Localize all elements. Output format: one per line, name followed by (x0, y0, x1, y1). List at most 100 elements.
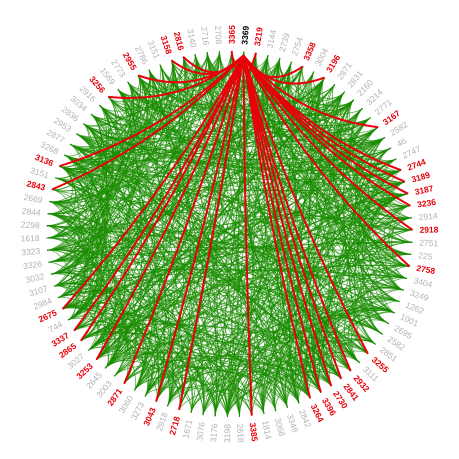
background-edge-821 (67, 318, 288, 408)
highlight-edge-30 (230, 50, 245, 71)
node-label: 1618 (20, 233, 39, 243)
node-label: 3151 (29, 165, 50, 180)
node-label: 3385 (248, 422, 260, 442)
background-edge-498 (123, 366, 288, 408)
background-edge-593 (47, 213, 96, 263)
background-edge-694 (53, 265, 410, 287)
node-label: 2758 (416, 263, 437, 276)
background-edge-412 (134, 364, 342, 391)
node-label: 3189 (410, 170, 431, 185)
node-label: 3032 (25, 271, 46, 285)
highlight-edge-18 (155, 55, 245, 402)
highlight-edge-14 (242, 55, 322, 393)
background-edge-684 (99, 104, 379, 146)
background-edge-811 (315, 77, 395, 314)
node-label: 3140 (185, 28, 198, 49)
node-label: 46 (395, 136, 408, 149)
background-edge-500 (194, 54, 217, 417)
background-edge-765 (49, 201, 137, 391)
node-label: 3365 (227, 25, 237, 44)
background-edge-546 (64, 75, 140, 157)
background-edge-803 (321, 265, 410, 387)
background-edge-767 (64, 147, 392, 169)
node-label: 1814 (260, 420, 273, 441)
node-label: 3076 (194, 421, 207, 441)
background-edge-361 (144, 386, 265, 414)
background-edge-722 (47, 213, 111, 342)
highlight-edge-15 (242, 55, 312, 399)
background-edge-24 (69, 99, 355, 147)
node-label: 3144 (265, 28, 279, 49)
background-edge-766 (47, 113, 102, 215)
highlight-edge-22 (73, 55, 245, 332)
background-edge-521 (57, 292, 360, 364)
node-label: 3348 (285, 413, 301, 434)
background-edge-774 (353, 296, 400, 345)
background-edges (46, 50, 413, 418)
highlight-edge-29 (182, 54, 245, 74)
background-edge-660 (62, 304, 110, 360)
node-label: 3176 (208, 423, 219, 443)
highlight-edge-12 (242, 55, 343, 380)
background-edge-812 (134, 126, 379, 391)
highlight-edge-21 (80, 55, 245, 342)
background-edge-638 (332, 84, 404, 291)
background-edge-741 (46, 225, 131, 384)
node-label: 2751 (419, 238, 439, 249)
node-label: 3369 (239, 25, 250, 45)
background-edge-709 (104, 352, 182, 411)
background-edge-540 (83, 51, 220, 127)
background-edge-698 (305, 77, 325, 399)
background-edge-289 (104, 330, 376, 369)
background-edge-732 (67, 316, 265, 414)
background-edge-800 (227, 77, 325, 418)
background-edge-723 (372, 193, 412, 255)
node-label: 2914 (418, 211, 438, 223)
background-edge-734 (83, 123, 397, 171)
background-edge-567 (62, 205, 411, 310)
background-edge-826 (49, 201, 412, 220)
background-edge-568 (108, 54, 197, 111)
background-edge-753 (48, 123, 104, 263)
node-label: 2718 (167, 415, 182, 436)
background-edge-718 (51, 51, 245, 190)
background-edge-695 (46, 165, 76, 239)
background-edge-791 (144, 309, 395, 397)
background-edge-422 (263, 299, 400, 414)
background-edge-264 (227, 370, 342, 418)
background-edge-397 (64, 154, 204, 416)
background-edge-799 (47, 246, 412, 255)
background-edge-119 (47, 165, 87, 251)
background-edge-783 (144, 374, 216, 417)
background-edge-632 (273, 296, 400, 412)
background-edge-719 (344, 287, 404, 364)
background-edge-641 (51, 91, 345, 192)
background-edge-817 (49, 60, 173, 202)
background-edge-729 (67, 312, 311, 399)
node-label: 2618 (235, 423, 246, 443)
background-edge-828 (127, 60, 178, 113)
background-edge-667 (214, 158, 397, 417)
background-edge-793 (194, 54, 369, 355)
node-label: 225 (418, 250, 433, 262)
node-label: 2708 (213, 25, 224, 45)
highlight-edge-23 (61, 55, 245, 310)
background-edge-481 (50, 272, 171, 407)
background-edge-795 (348, 253, 412, 364)
highlight-edge-11 (242, 55, 352, 372)
background-edge-771 (80, 64, 162, 342)
background-edge-815 (80, 84, 336, 342)
background-edge-358 (46, 225, 228, 418)
background-edge-829 (53, 285, 311, 399)
node-label: 2716 (199, 26, 211, 46)
background-edge-651 (83, 52, 208, 127)
node-label: 3236 (416, 197, 436, 210)
background-edge-686 (348, 99, 395, 314)
background-edge-634 (49, 201, 240, 417)
node-label: 2669 (23, 192, 44, 205)
highlight-edge-3 (242, 54, 379, 129)
background-edge-787 (167, 77, 325, 407)
node-label: 2844 (21, 206, 41, 218)
background-edge-773 (73, 319, 322, 393)
background-edge-504 (55, 69, 151, 179)
